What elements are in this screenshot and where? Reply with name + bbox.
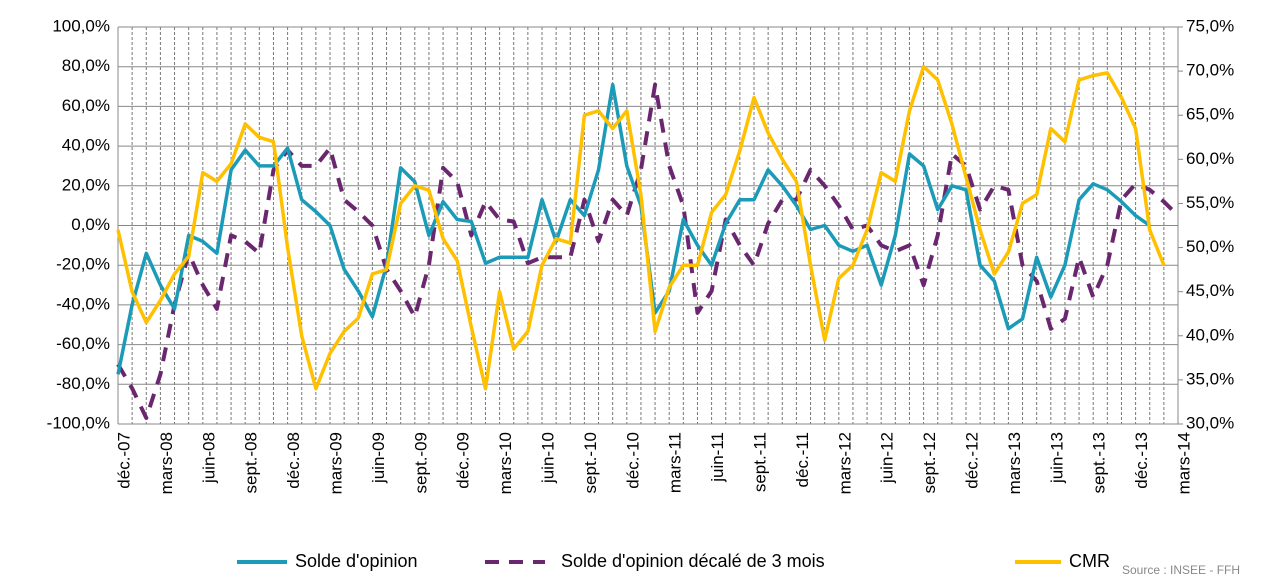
y2-tick-label: 50,0% bbox=[1186, 237, 1234, 256]
source: Source : INSEE - FFH bbox=[1122, 563, 1240, 574]
y-tick-label: 60,0% bbox=[62, 96, 110, 115]
x-tick-label: déc.-08 bbox=[284, 432, 303, 489]
x-tick-label: juin-11 bbox=[708, 432, 727, 483]
x-tick-label: déc.-07 bbox=[114, 432, 133, 489]
x-tick-label: déc.-11 bbox=[793, 432, 812, 487]
x-tick-label: juin-12 bbox=[878, 432, 897, 484]
legend-label: Solde d'opinion bbox=[295, 551, 418, 571]
x-tick-label: sept.-09 bbox=[411, 432, 430, 493]
x-tick-label: mars-09 bbox=[326, 432, 345, 494]
y2-tick-label: 75,0% bbox=[1186, 16, 1234, 35]
x-tick-label: déc.-09 bbox=[454, 432, 473, 489]
y-tick-label: -60,0% bbox=[56, 334, 110, 353]
x-tick-label: sept.-08 bbox=[242, 432, 261, 493]
x-tick-label: sept.-10 bbox=[581, 432, 600, 493]
x-tick-label: sept.-12 bbox=[920, 432, 939, 493]
series-line bbox=[116, 64, 1166, 391]
y-tick-label: -100,0% bbox=[47, 413, 110, 432]
x-tick-label: déc.-13 bbox=[1132, 432, 1151, 489]
y-tick-label: -40,0% bbox=[56, 294, 110, 313]
x-tick-label: déc.-10 bbox=[623, 432, 642, 489]
x-tick-label: mars-14 bbox=[1174, 432, 1193, 494]
y-tick-label: 100,0% bbox=[52, 16, 110, 35]
x-tick-label: mars-08 bbox=[157, 432, 176, 494]
x-tick-label: déc.-12 bbox=[962, 432, 981, 489]
y2-tick-label: 55,0% bbox=[1186, 193, 1234, 212]
y2-tick-label: 70,0% bbox=[1186, 61, 1234, 80]
y-tick-label: 40,0% bbox=[62, 136, 110, 155]
series-line bbox=[116, 82, 1151, 375]
x-tick-label: mars-13 bbox=[1005, 432, 1024, 494]
x-tick-label: mars-10 bbox=[496, 432, 515, 494]
y-tick-label: 0,0% bbox=[71, 215, 110, 234]
y2-tick-label: 30,0% bbox=[1186, 413, 1234, 432]
x-tick-label: juin-09 bbox=[369, 432, 388, 484]
x-tick-label: mars-12 bbox=[835, 432, 854, 494]
y-tick-label: -20,0% bbox=[56, 255, 110, 274]
x-tick-label: mars-11 bbox=[666, 432, 685, 493]
series-line bbox=[116, 82, 1180, 420]
y-tick-label: -80,0% bbox=[56, 374, 110, 393]
y2-tick-label: 40,0% bbox=[1186, 325, 1234, 344]
x-tick-label: juin-13 bbox=[1047, 432, 1066, 484]
x-tick-label: sept.-13 bbox=[1090, 432, 1109, 493]
x-tick-label: juin-10 bbox=[538, 432, 557, 484]
x-tick-label: juin-08 bbox=[199, 432, 218, 484]
y2-tick-label: 45,0% bbox=[1186, 281, 1234, 300]
y2-tick-label: 65,0% bbox=[1186, 105, 1234, 124]
y2-tick-label: 60,0% bbox=[1186, 149, 1234, 168]
legend-label: CMR bbox=[1069, 551, 1110, 571]
x-tick-label: sept.-11 bbox=[750, 432, 769, 492]
legend-label: Solde d'opinion décalé de 3 mois bbox=[561, 551, 825, 571]
y-tick-label: 20,0% bbox=[62, 175, 110, 194]
y-tick-label: 80,0% bbox=[62, 56, 110, 75]
y2-tick-label: 35,0% bbox=[1186, 369, 1234, 388]
